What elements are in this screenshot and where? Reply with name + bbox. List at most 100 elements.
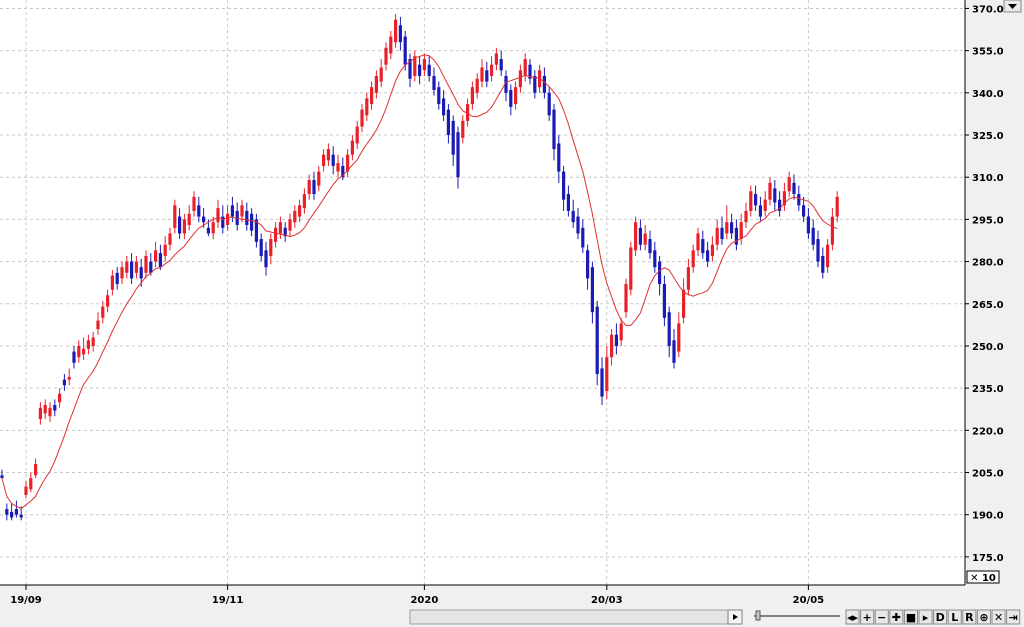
zoom-slider[interactable] xyxy=(754,610,840,621)
candle-body xyxy=(34,464,38,476)
candle xyxy=(110,270,114,296)
toolbar-button[interactable]: ✚ xyxy=(889,609,904,625)
candle xyxy=(168,227,172,251)
toolbar-button-label: ⇥ xyxy=(1009,611,1018,624)
candle-body xyxy=(403,36,407,65)
toolbar-button[interactable]: D xyxy=(933,609,948,625)
candle-body xyxy=(715,227,719,245)
toolbar-button[interactable]: R xyxy=(962,609,977,625)
candle-body xyxy=(605,357,609,391)
candle-body xyxy=(77,345,81,358)
candle xyxy=(115,267,119,290)
candle-body xyxy=(835,196,839,217)
candle-body xyxy=(101,306,105,318)
candle-body xyxy=(648,239,652,254)
candle-body xyxy=(182,219,186,234)
candle-body xyxy=(96,320,100,330)
candle-body xyxy=(782,191,786,206)
candle xyxy=(509,84,513,116)
candle-body xyxy=(264,250,268,268)
toolbar-button[interactable]: L xyxy=(947,609,962,625)
candle-body xyxy=(106,295,110,307)
candle xyxy=(677,312,681,358)
candle xyxy=(720,216,724,245)
candle-body xyxy=(43,405,47,414)
candle xyxy=(240,199,244,223)
candle-body xyxy=(211,222,215,234)
candle-body xyxy=(24,486,28,495)
y-tick-label: 250.0 xyxy=(972,342,1004,353)
candle xyxy=(307,174,311,200)
candle xyxy=(504,70,508,102)
candle xyxy=(418,56,422,85)
candle-body xyxy=(10,511,14,518)
toolbar-button[interactable]: ▸ xyxy=(918,609,933,625)
candle-body xyxy=(523,59,527,76)
candle-body xyxy=(730,222,734,234)
candle xyxy=(835,191,839,223)
candle-body xyxy=(134,261,138,273)
candle xyxy=(763,191,767,217)
candle-body xyxy=(394,19,398,43)
candle-body xyxy=(773,188,777,203)
candle-body xyxy=(422,59,426,71)
toolbar-button[interactable]: + xyxy=(860,609,875,625)
candle-body xyxy=(634,222,638,251)
candle-body xyxy=(499,59,503,71)
toolbar-button[interactable]: ✕ xyxy=(991,609,1006,625)
candle-body xyxy=(341,165,345,178)
candle xyxy=(211,216,215,240)
candle-body xyxy=(230,205,234,217)
candle-body xyxy=(566,194,570,211)
scale-label: ✕ 10 xyxy=(970,573,996,584)
toolbar-button[interactable]: ⊕ xyxy=(976,609,992,625)
y-tick-label: 370.0 xyxy=(972,4,1004,15)
candle-body xyxy=(163,244,167,256)
candle-body xyxy=(0,475,4,479)
candle-body xyxy=(763,199,767,211)
toolbar-button[interactable]: ⇥ xyxy=(1006,609,1021,625)
y-tick-label: 340.0 xyxy=(972,89,1004,100)
toolbar-button[interactable]: − xyxy=(874,609,889,625)
candle xyxy=(365,92,369,121)
candle xyxy=(96,312,100,335)
x-tick-label: 20/03 xyxy=(591,595,623,606)
candle-body xyxy=(432,75,436,90)
candle xyxy=(77,340,81,363)
candle-body xyxy=(806,216,810,234)
candle-body xyxy=(288,219,292,231)
candle xyxy=(182,213,186,240)
toolbar-button[interactable]: ■ xyxy=(903,609,919,625)
candle xyxy=(413,50,417,82)
candle xyxy=(336,154,340,178)
candle-body xyxy=(662,284,666,318)
candle-body xyxy=(317,171,321,186)
candle xyxy=(125,255,129,279)
candle xyxy=(581,219,585,254)
candle xyxy=(816,230,820,268)
scroll-right-icon xyxy=(733,614,738,620)
toolbar-button-label: ✕ xyxy=(994,611,1003,624)
toolbar-button[interactable]: ◂▸ xyxy=(845,609,860,625)
candle-body xyxy=(202,216,206,223)
candle xyxy=(485,61,489,88)
y-axis-ticks: 175.0 190.0 205.0 220.0 235.0 250.0 265.0 280.0… xyxy=(965,4,1004,564)
candle xyxy=(557,135,561,183)
candle xyxy=(432,67,436,96)
candle xyxy=(658,255,662,296)
candle-body xyxy=(590,267,594,313)
candle xyxy=(302,188,306,214)
scrollbar[interactable] xyxy=(409,609,743,625)
candle xyxy=(552,104,556,161)
candle xyxy=(624,278,628,318)
candle xyxy=(643,225,647,251)
toolbar-button-label: ◂▸ xyxy=(847,611,859,624)
candle-body xyxy=(350,140,354,155)
candle xyxy=(24,480,28,498)
candle-body xyxy=(91,337,95,346)
candle xyxy=(826,239,830,273)
candle-body xyxy=(226,213,230,225)
candle-body xyxy=(595,306,599,375)
dropdown-button[interactable] xyxy=(1003,0,1022,13)
candle-body xyxy=(293,210,297,223)
